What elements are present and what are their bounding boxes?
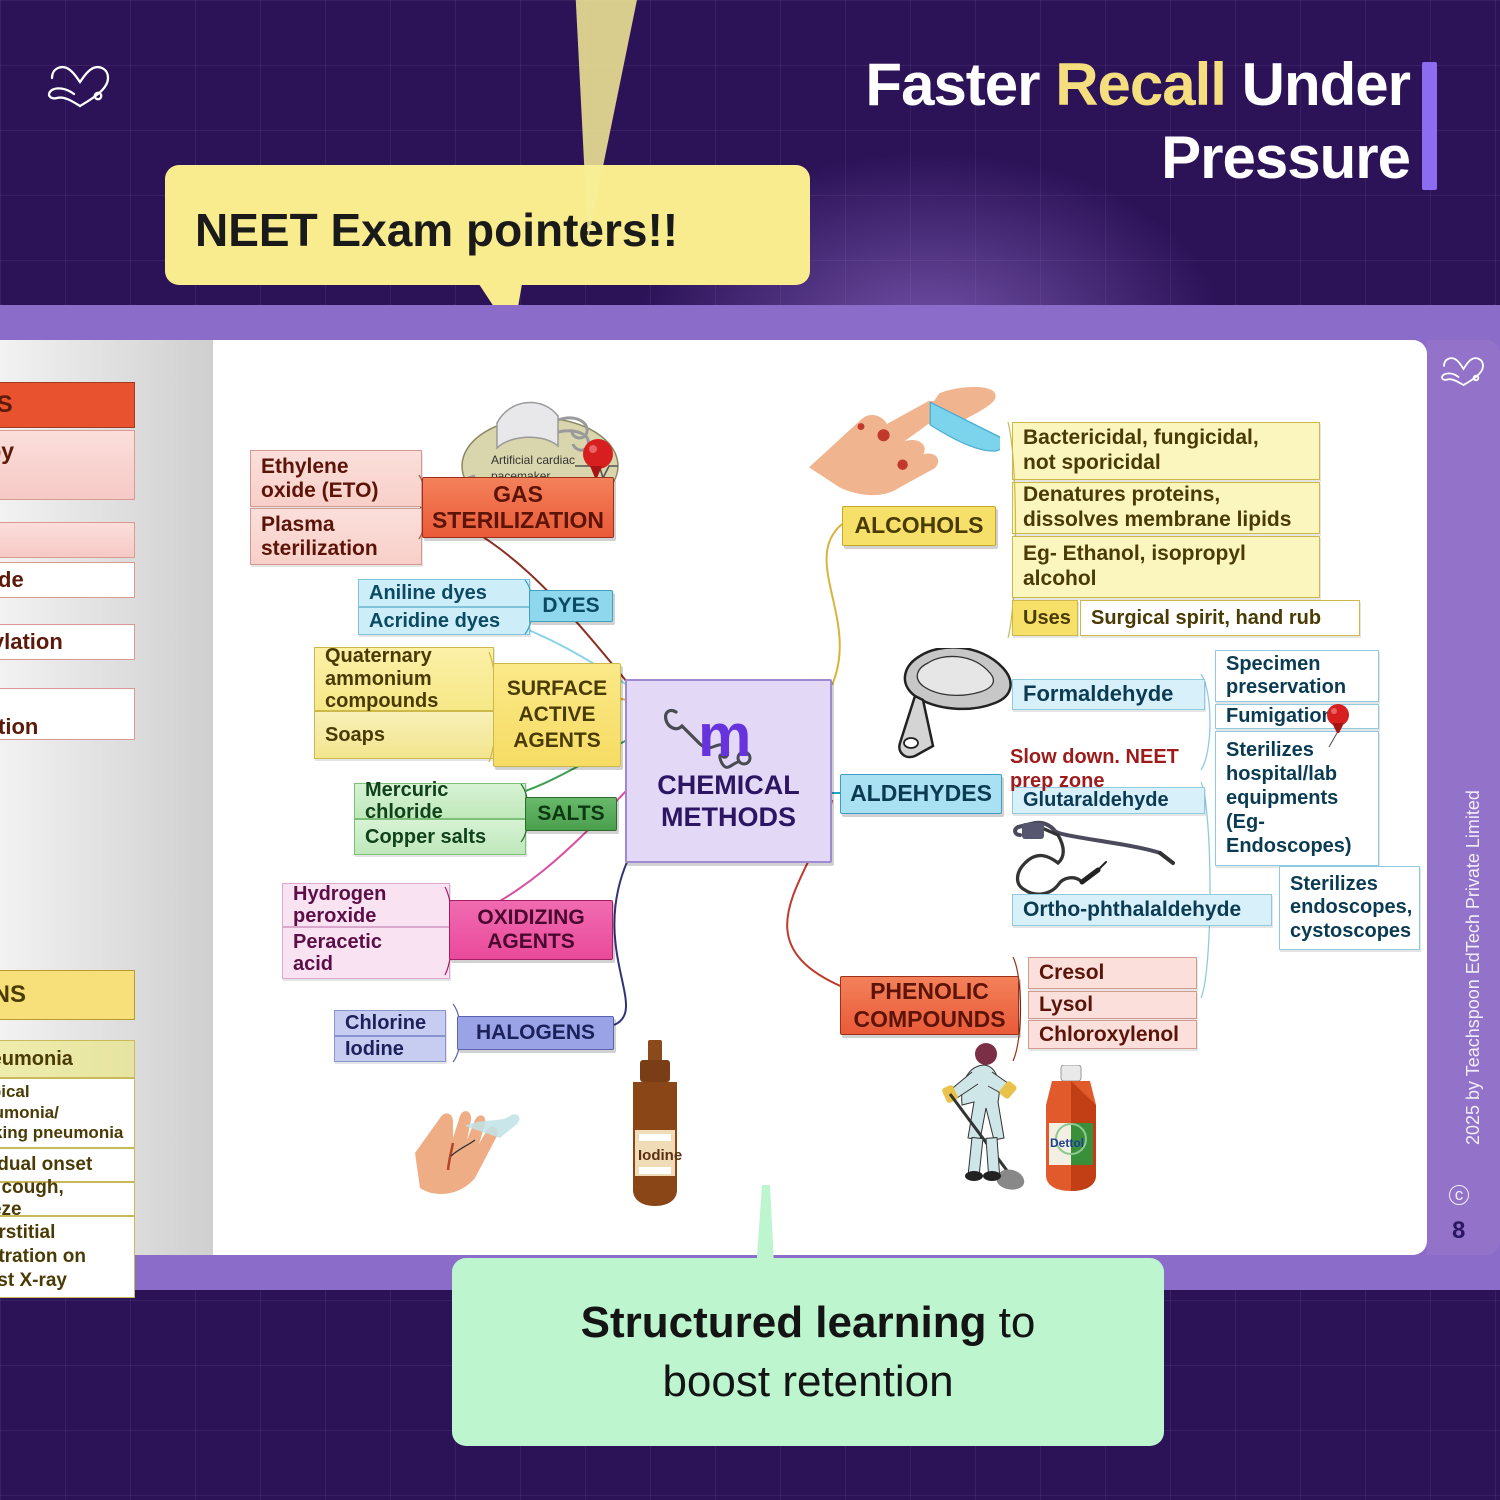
svg-text:m: m [698, 702, 751, 769]
svg-text:Iodine: Iodine [638, 1147, 682, 1164]
svg-text:Artificial cardiac: Artificial cardiac [491, 453, 575, 467]
svg-text:Dettol: Dettol [1050, 1136, 1084, 1150]
